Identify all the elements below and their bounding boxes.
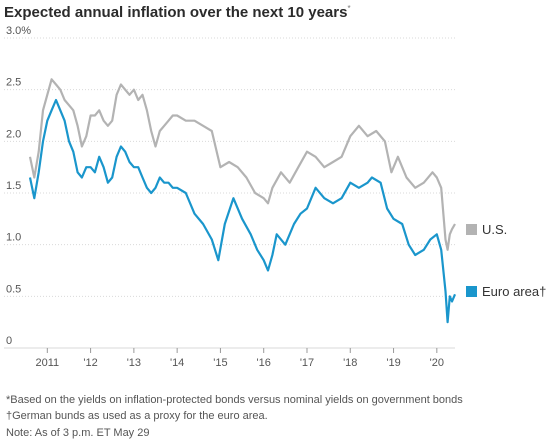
x-tick-label: '19 [386,357,400,369]
series-lines [28,78,457,324]
x-tick-label: '12 [83,357,97,369]
x-tick-label: '16 [257,357,271,369]
y-tick-label: 1.5 [6,180,21,192]
chart-title-footnote-mark: * [347,4,351,13]
y-tick-label: 3.0% [6,25,31,37]
x-tick-label: '20 [430,357,444,369]
y-tick-label: 1.0 [6,232,21,244]
footnote-basis: *Based on the yields on inflation-protec… [6,394,463,406]
legend-label-euro-area: Euro area† [482,284,546,299]
x-axis-ticks: 2011 '12 '13 '14 '15 '16 '17 '18 '19 '20 [35,348,444,369]
footnote-timestamp: Note: As of 3 p.m. ET May 29 [6,427,150,439]
chart-title-text: Expected annual inflation over the next … [4,4,348,21]
legend-label-us: U.S. [482,222,507,237]
x-tick-label: '13 [127,357,141,369]
series-line-euro-area [28,98,457,324]
chart-title: Expected annual inflation over the next … [4,4,351,21]
legend-swatch-us [466,224,477,235]
x-tick-label: '14 [170,357,184,369]
legend: U.S. Euro area† [466,222,546,299]
x-tick-label: 2011 [35,357,59,369]
legend-swatch-euro-area [466,286,477,297]
x-tick-label: '15 [213,357,227,369]
x-tick-label: '17 [300,357,314,369]
gridlines [4,37,455,349]
line-chart: 0 0.5 1.0 1.5 2.0 2.5 3.0% 2011 '12 '13 '14 '15 '16… [4,25,546,369]
y-tick-label: 2.0 [6,128,21,140]
y-tick-label: 2.5 [6,77,21,89]
y-tick-label: 0.5 [6,283,21,295]
footnote-euro-proxy: †German bunds as used as a proxy for the… [6,410,268,422]
y-tick-label: 0 [6,335,12,347]
y-axis-ticks: 0 0.5 1.0 1.5 2.0 2.5 3.0% [6,25,31,347]
x-tick-label: '18 [343,357,357,369]
series-line-us [28,78,456,251]
